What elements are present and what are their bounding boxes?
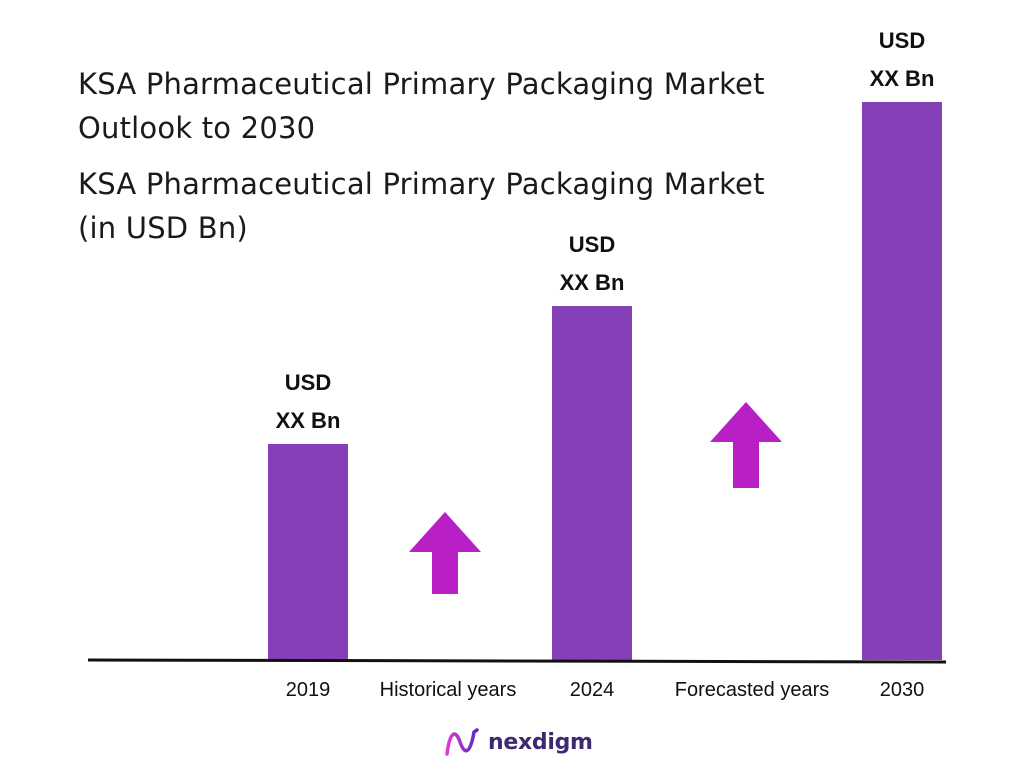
up-arrow-icon xyxy=(409,512,481,594)
chart-title: KSA Pharmaceutical Primary Packaging Mar… xyxy=(78,67,765,145)
bar-2030 xyxy=(862,102,942,660)
period-label-1: Historical years xyxy=(380,679,517,701)
data-label-2024-line2: XX Bn xyxy=(560,270,625,295)
data-label-2030-line2: XX Bn xyxy=(870,66,935,91)
period-label-2: Forecasted years xyxy=(675,679,830,701)
data-label-2024-line1: USD xyxy=(569,232,615,257)
nexdigm-wave-icon xyxy=(445,728,479,756)
x-tick-2030: 2030 xyxy=(880,679,925,701)
data-label-2030-line1: USD xyxy=(879,28,925,53)
x-axis-line xyxy=(87,658,947,664)
bar-2024 xyxy=(552,306,632,660)
x-tick-2024: 2024 xyxy=(570,679,615,701)
nexdigm-logo: nexdigm xyxy=(444,724,593,760)
data-label-2019-line1: USD xyxy=(285,370,331,395)
logo-text: nexdigm xyxy=(488,729,593,755)
bar-2019 xyxy=(268,444,348,660)
chart-subtitle: KSA Pharmaceutical Primary Packaging Mar… xyxy=(78,167,765,245)
data-label-2019-line2: XX Bn xyxy=(276,408,341,433)
up-arrow-icon xyxy=(710,402,782,488)
x-tick-2019: 2019 xyxy=(286,679,331,701)
